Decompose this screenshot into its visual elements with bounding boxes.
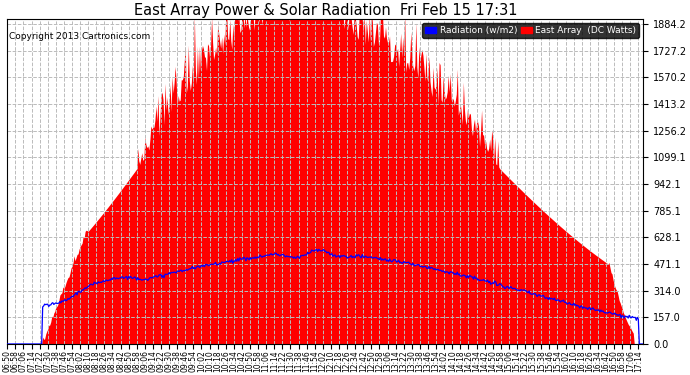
Legend: Radiation (w/m2), East Array  (DC Watts): Radiation (w/m2), East Array (DC Watts) — [422, 24, 639, 38]
Title: East Array Power & Solar Radiation  Fri Feb 15 17:31: East Array Power & Solar Radiation Fri F… — [134, 3, 517, 18]
Text: Copyright 2013 Cartronics.com: Copyright 2013 Cartronics.com — [8, 32, 150, 41]
